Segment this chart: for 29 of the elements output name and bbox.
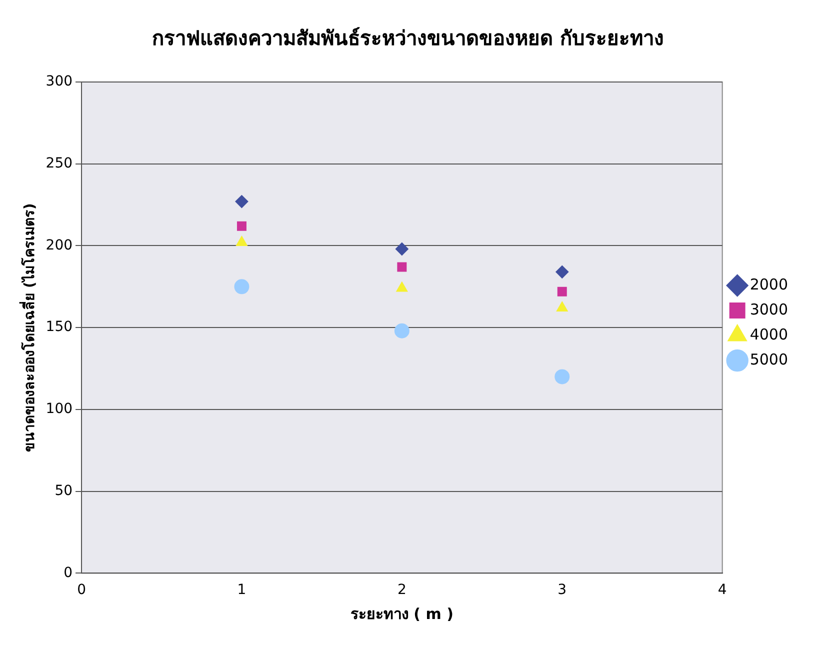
point [234, 279, 250, 294]
x-tick-label: 2 [397, 582, 406, 598]
point [554, 369, 570, 384]
y-tick-label: 100 [46, 401, 73, 418]
y-tick-label: 200 [46, 237, 73, 254]
y-tick-label: 50 [54, 482, 73, 499]
point [235, 195, 248, 208]
x-axis-title: ระยะทาง ( m ) [350, 604, 454, 623]
y-tick-label: 150 [46, 319, 73, 336]
point [395, 242, 408, 256]
legend-label: 4000 [750, 325, 788, 344]
point [397, 262, 407, 272]
x-tick-label: 1 [237, 582, 246, 598]
y-axis-title: ขนาดของละอองโดยเฉลี่ย (ไมโครเมตร) [19, 203, 38, 452]
point [236, 221, 246, 231]
legend-label: 5000 [750, 350, 788, 368]
point [556, 265, 569, 278]
legend-label: 3000 [750, 300, 788, 318]
point [557, 286, 567, 296]
x-tick-label: 4 [718, 582, 727, 598]
y-tick-label: 0 [64, 564, 73, 581]
x-tick-label: 3 [558, 582, 567, 598]
point [396, 282, 408, 292]
point [394, 323, 410, 338]
x-tick-label: 0 [77, 582, 86, 598]
y-tick-label: 300 [46, 74, 73, 90]
chart-title: กราฟแสดงความสัมพันธ์ระหว่างขนาดของหยด กับระยะทาง [152, 26, 664, 50]
y-tick-label: 250 [46, 156, 73, 172]
legend-label: 2000 [750, 275, 788, 294]
